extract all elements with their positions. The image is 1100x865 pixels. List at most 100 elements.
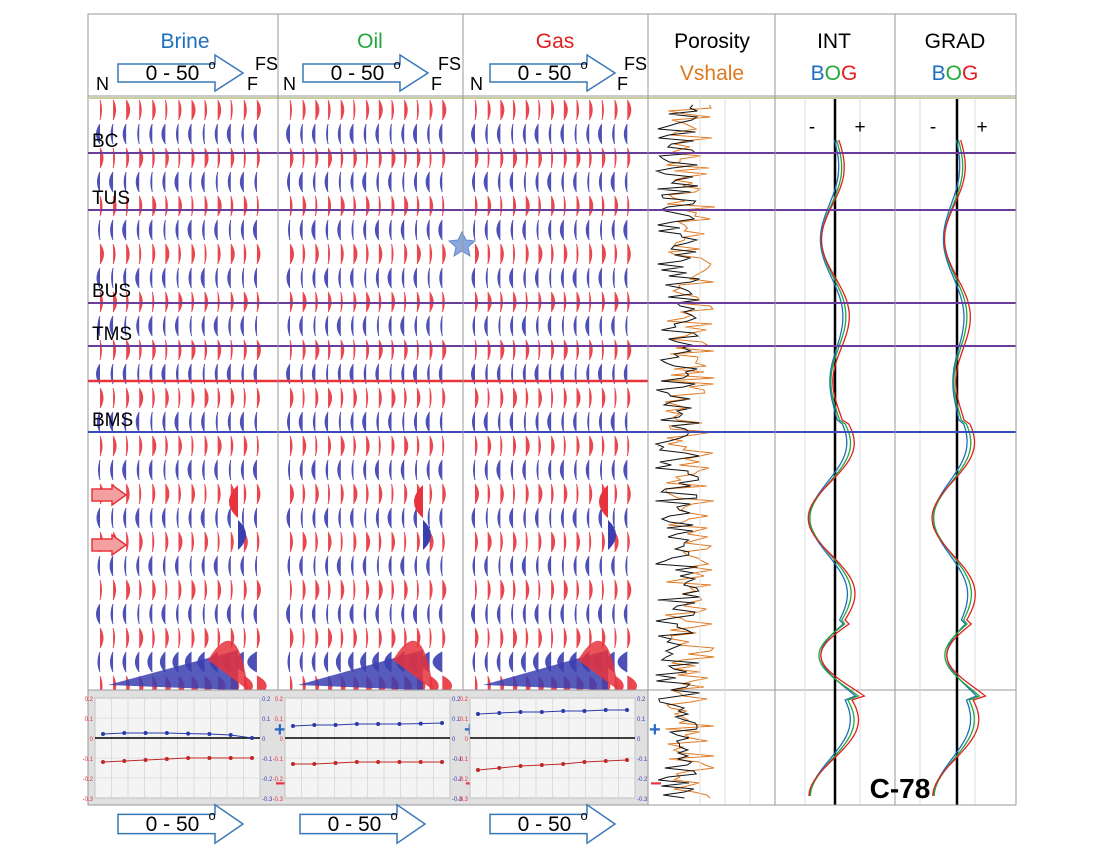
positive-lobe <box>499 243 504 265</box>
negative-lobe <box>123 411 127 433</box>
negative-lobe <box>337 603 342 625</box>
positive-lobe <box>164 435 168 457</box>
negative-lobe <box>213 555 219 577</box>
negative-lobe <box>136 555 140 577</box>
positive-lobe <box>177 627 181 649</box>
negative-lobe <box>425 411 431 433</box>
positive-lobe <box>138 579 142 601</box>
negative-lobe <box>597 363 603 385</box>
negative-lobe <box>240 459 245 481</box>
negative-lobe <box>137 363 140 385</box>
negative-lobe <box>389 363 393 385</box>
positive-lobe <box>378 435 381 457</box>
positive-lobe <box>512 99 516 121</box>
negative-lobe <box>402 171 405 193</box>
negative-lobe <box>134 651 140 673</box>
negative-lobe <box>241 507 245 529</box>
negative-lobe <box>201 171 206 193</box>
positive-lobe <box>340 387 344 409</box>
int-o: O <box>825 62 841 85</box>
positive-lobe <box>365 99 370 121</box>
positive-lobe <box>487 627 490 649</box>
negative-lobe <box>572 507 577 529</box>
negative-lobe <box>510 459 514 481</box>
base-negative-wedge <box>108 650 238 690</box>
negative-lobe <box>148 315 153 337</box>
negative-lobe <box>312 411 316 433</box>
negative-lobe <box>400 459 405 481</box>
negative-lobe <box>226 363 232 385</box>
miniplot-0: 0.2 0.20.1 0.10 0-0.1 -0.1-0.2 -0.2-0.3 -0.3+− <box>83 697 287 803</box>
negative-lobe <box>440 555 443 577</box>
negative-lobe <box>363 363 367 385</box>
far-event-negative <box>423 520 431 550</box>
positive-lobe <box>125 531 129 553</box>
top-angle-arrow-0: 0 - 50 o <box>117 53 245 93</box>
negative-lobe <box>413 171 418 193</box>
gather-panel-2 <box>471 99 637 697</box>
negative-lobe <box>110 123 114 145</box>
miniplot-right-tick: -0.3 <box>637 797 648 803</box>
negative-lobe <box>337 123 342 145</box>
miniplot-left-tick: -0.2 <box>83 777 94 783</box>
trace <box>432 99 452 697</box>
positive-lobe <box>474 243 479 265</box>
negative-lobe <box>324 267 329 289</box>
negative-lobe <box>188 363 192 385</box>
negative-lobe <box>362 411 367 433</box>
positive-lobe <box>230 531 234 553</box>
bottom-angle-arrow-1-label: 0 - 50 <box>328 813 382 836</box>
negative-lobe <box>228 459 232 481</box>
miniplot-left-tick: 0 <box>90 737 94 743</box>
negative-lobe <box>149 123 153 145</box>
positive-lobe <box>614 243 618 265</box>
positive-lobe <box>256 99 261 121</box>
miniplot-plus-label: + <box>649 719 661 741</box>
negative-lobe <box>496 219 501 241</box>
trace <box>617 99 637 697</box>
negative-lobe <box>511 363 514 385</box>
miniplot-left-tick: 0.2 <box>460 697 469 703</box>
negative-lobe <box>161 123 166 145</box>
negative-lobe <box>611 315 616 337</box>
positive-lobe <box>302 483 306 505</box>
well-label: C-78 <box>870 773 931 804</box>
positive-lobe <box>340 627 344 649</box>
negative-lobe <box>587 171 590 193</box>
negative-lobe <box>497 171 501 193</box>
positive-lobe <box>256 243 261 265</box>
negative-lobe <box>122 219 127 241</box>
positive-lobe <box>164 531 169 553</box>
positive-lobe <box>474 627 479 649</box>
negative-lobe <box>523 267 527 289</box>
positive-lobe <box>256 627 260 649</box>
positive-lobe <box>365 387 369 409</box>
miniplot-minus-label: − <box>275 773 287 795</box>
miniplot-2: 0.2 0.2 0.1 0.1 0 0 -0.1 -0.1 -0.2 -0.2 -0.3 -0.3 + − <box>458 697 662 803</box>
positive-lobe <box>429 243 433 265</box>
positive-lobe <box>112 99 117 121</box>
positive-lobe <box>191 387 195 409</box>
negative-lobe <box>163 219 166 241</box>
negative-lobe <box>110 459 114 481</box>
negative-lobe <box>202 603 206 625</box>
miniplot-right-tick: -0.3 <box>262 797 273 803</box>
positive-lobe <box>204 387 209 409</box>
negative-lobe <box>253 507 258 529</box>
miniplot-left-tick: -0.2 <box>458 777 469 783</box>
negative-lobe <box>337 219 342 241</box>
negative-lobe <box>586 603 590 625</box>
negative-lobe <box>536 459 539 481</box>
negative-lobe <box>188 123 192 145</box>
negative-lobe <box>136 459 140 481</box>
top-angle-arrow-0-shape <box>117 53 245 93</box>
negative-lobe <box>388 555 392 577</box>
negative-lobe <box>599 459 603 481</box>
negative-lobe <box>597 123 603 145</box>
positive-lobe <box>204 99 208 121</box>
positive-lobe <box>537 435 541 457</box>
positive-lobe <box>626 387 631 409</box>
negative-lobe <box>574 219 578 241</box>
positive-lobe <box>403 435 409 457</box>
positive-lobe <box>151 579 156 601</box>
